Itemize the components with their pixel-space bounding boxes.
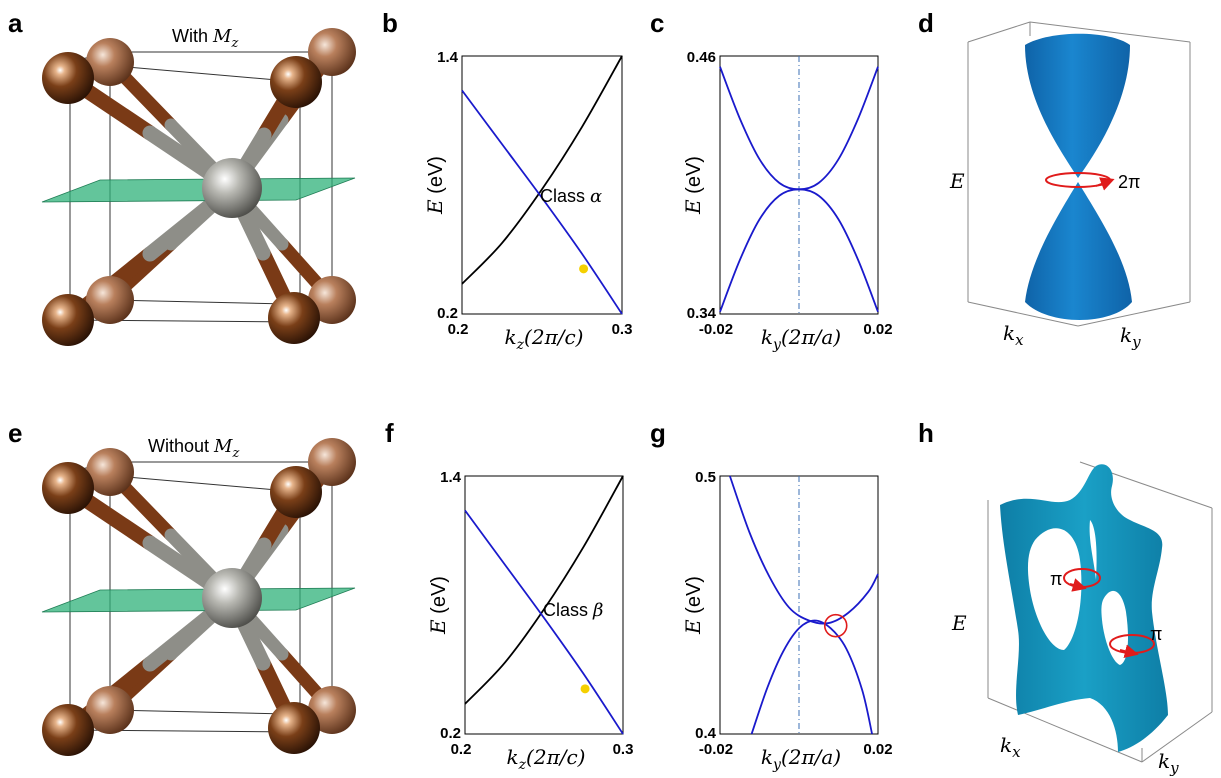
energy-axis-label-h: E: [951, 611, 967, 635]
y-tick-label: 1.4: [440, 469, 462, 486]
y-axis-label: E (eV): [681, 156, 705, 215]
y-tick-label: 0.46: [687, 49, 716, 66]
x-axis-label: kz(2π/c): [505, 325, 584, 353]
panel-label-b: b: [382, 8, 398, 38]
band-line-blue: [729, 475, 879, 625]
crystal-a-back-atom: [308, 276, 356, 324]
band-line-blue: [461, 89, 623, 315]
crystal-a-front-atom: [270, 56, 322, 108]
node-highlight-circle: [823, 613, 848, 638]
crystal-e-front-atom: [42, 704, 94, 756]
crystal-a-back-atom: [308, 28, 356, 76]
y-axis-label: E (eV): [681, 576, 705, 635]
band-line-blue: [464, 509, 624, 735]
x-axis-label: kz(2π/c): [507, 745, 586, 773]
crystal-e-front-atom: [270, 466, 322, 518]
crossing-marker: [580, 684, 590, 694]
y-tick-label: 1.4: [437, 49, 459, 66]
plot-frame-f: [464, 475, 624, 735]
kx-axis-label-h: kx: [1000, 733, 1021, 761]
panel-label-d: d: [918, 8, 934, 38]
crystal-e-mirror-plane: [41, 587, 356, 613]
x-tick-label: 0.3: [613, 741, 634, 758]
crystal-a-back-atom: [86, 38, 134, 86]
winding-number-h1: π: [1050, 569, 1062, 589]
y-tick-label: 0.2: [440, 725, 461, 742]
crystal-e-atoms: [42, 438, 356, 756]
plot-frame-c: [719, 55, 879, 315]
panel-label-g: g: [650, 418, 666, 448]
panel-label-c: c: [650, 8, 664, 38]
energy-axis-label-d: E: [949, 169, 965, 193]
surface-slit: [1089, 520, 1097, 580]
nodal-surface-3d: π π E kx ky: [951, 461, 1213, 777]
crystal-e-back-atom: [86, 686, 134, 734]
loop-arrow-h2: [1119, 644, 1139, 659]
loop-arrow-d: [1095, 177, 1115, 191]
band-plot-node-without-mirror: -0.02 0.02 0.4 0.5 ky(2π/a) E (eV): [681, 469, 893, 773]
crystal-structure-without-mirror: Without Mz: [41, 436, 356, 756]
crystal-a-center-atom: [202, 158, 262, 218]
band-line-black: [464, 475, 624, 705]
crystal-e-back-atom: [308, 686, 356, 734]
bounding-box-d: [967, 21, 1191, 327]
y-tick-label: 0.34: [687, 305, 717, 322]
x-tick-label: -0.02: [699, 741, 733, 758]
ky-axis-label-d: ky: [1120, 323, 1141, 351]
panel-label-a: a: [8, 8, 23, 38]
dirac-cone-3d: 2π E kx ky: [949, 21, 1191, 351]
surface-hole-right: [1101, 590, 1128, 665]
y-axis-label: E (eV): [426, 576, 450, 635]
x-tick-label: 0.2: [448, 321, 469, 338]
x-tick-label: -0.02: [699, 321, 733, 338]
panel-label-e: e: [8, 418, 22, 448]
band-line-black: [461, 55, 623, 285]
upper-cone: [1025, 33, 1130, 178]
caption-without-mirror: Without Mz: [148, 436, 239, 461]
band-plot-node-with-mirror: -0.02 0.02 0.34 0.46 ky(2π/a) E (eV): [681, 49, 893, 353]
band-plot-class-beta: 0.2 0.3 0.2 1.4 kz(2π/c) E (eV) Class β: [426, 469, 633, 773]
panel-label-h: h: [918, 418, 934, 448]
surface-hole-left: [1027, 528, 1082, 650]
x-axis-label: ky(2π/a): [761, 325, 841, 353]
plot-frame-b: [461, 55, 623, 315]
loop-arrow-h1: [1069, 578, 1087, 592]
x-tick-label: 0.02: [863, 741, 892, 758]
caption-with-mirror: With Mz: [172, 26, 238, 51]
x-tick-label: 0.2: [451, 741, 472, 758]
crystal-a-front-atom: [268, 292, 320, 344]
kx-axis-label-d: kx: [1003, 321, 1024, 349]
crystal-e-center-atom: [202, 568, 262, 628]
winding-number-d: 2π: [1118, 172, 1140, 192]
crystal-a-front-atom: [42, 52, 94, 104]
nodal-surface: [1000, 464, 1168, 752]
class-annotation: Class β: [543, 600, 603, 621]
y-axis-label: E (eV): [423, 156, 447, 215]
panel-label-f: f: [385, 418, 394, 448]
winding-number-h2: π: [1150, 624, 1162, 644]
y-tick-label: 0.4: [695, 725, 717, 742]
crystal-structure-with-mirror: With Mz: [41, 26, 356, 346]
y-tick-label: 0.2: [437, 305, 458, 322]
crystal-a-back-atom: [86, 276, 134, 324]
x-tick-label: 0.3: [612, 321, 633, 338]
band-line-blue: [750, 619, 873, 735]
x-tick-label: 0.02: [863, 321, 892, 338]
band-plot-class-alpha: 0.2 0.3 0.2 1.4 kz(2π/c) E (eV) Class α: [423, 49, 632, 353]
crystal-e-front-atom: [42, 462, 94, 514]
band-line-blue: [719, 188, 879, 313]
class-annotation: Class α: [540, 186, 602, 207]
crystal-e-front-atom: [268, 702, 320, 754]
lower-cone: [1025, 182, 1132, 320]
crossing-marker: [579, 264, 589, 274]
crystal-e-back-atom: [86, 448, 134, 496]
crystal-a-front-atom: [42, 294, 94, 346]
ky-axis-label-h: ky: [1158, 749, 1179, 777]
crystal-e-back-atom: [308, 438, 356, 486]
x-axis-label: ky(2π/a): [761, 745, 841, 773]
crystal-a-atoms: [42, 28, 356, 346]
crystal-a-mirror-plane: [41, 177, 356, 203]
y-tick-label: 0.5: [695, 469, 716, 486]
